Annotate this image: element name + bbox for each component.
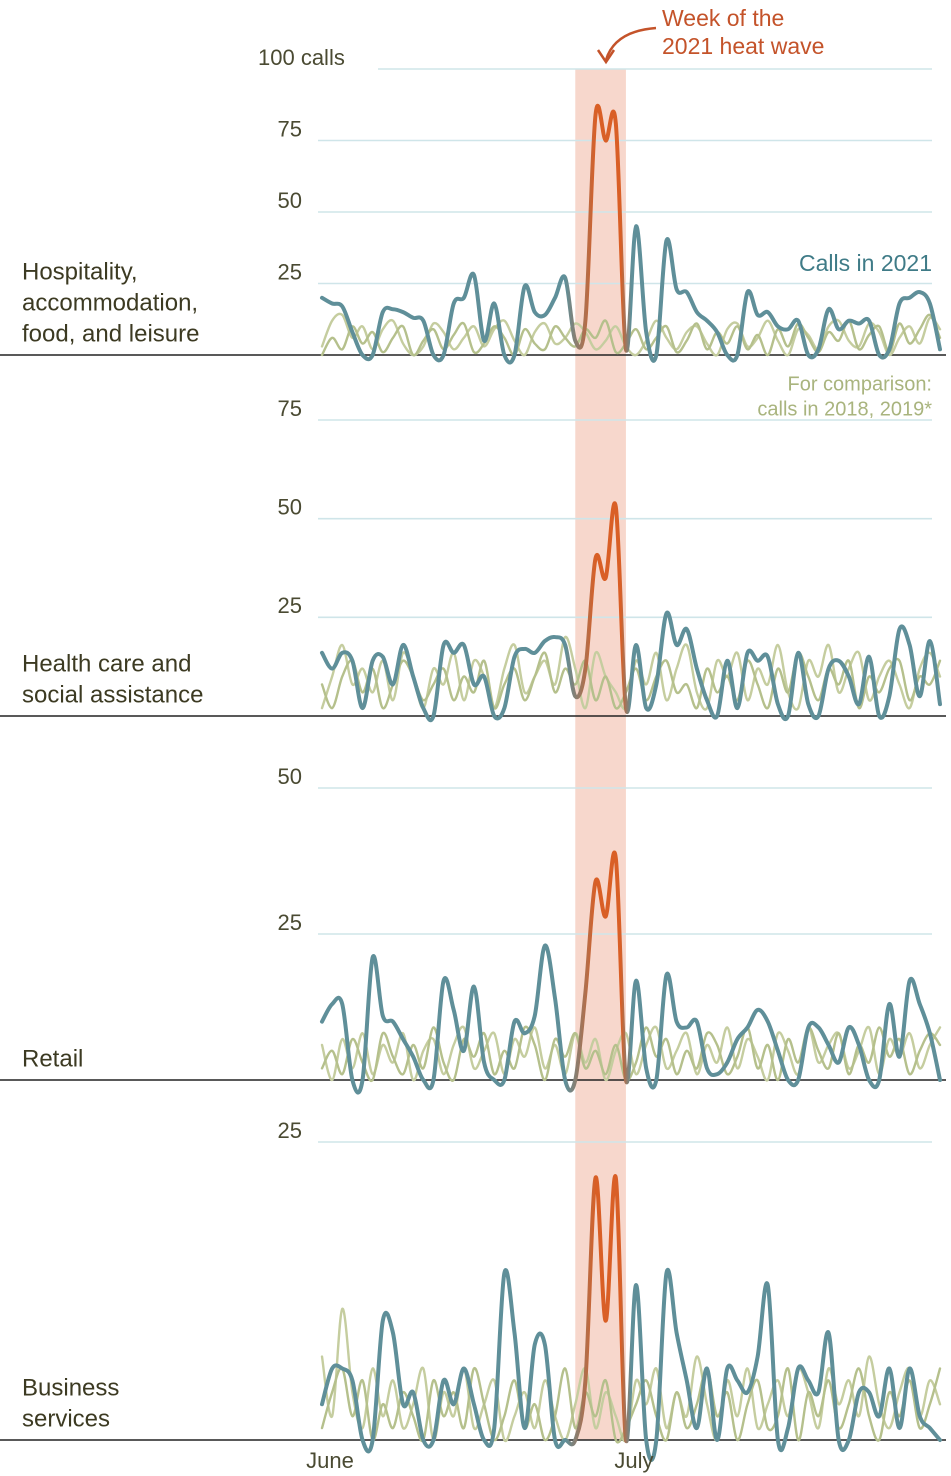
- grid-layer: [0, 68, 946, 1441]
- x-tick-label: July: [614, 1448, 653, 1473]
- y-tick-label: 25: [278, 910, 302, 935]
- x-tick-label: June: [306, 1448, 354, 1473]
- panel-label: social assistance: [22, 681, 203, 708]
- comparison-label: calls in 2018, 2019*: [757, 398, 932, 420]
- annotation-arrowhead: [596, 49, 616, 65]
- line-comparison: [320, 1025, 942, 1083]
- y-tick-label: 50: [278, 494, 302, 519]
- line-comparison: [320, 313, 942, 357]
- line-comparison: [320, 312, 942, 357]
- y-tick-label: 100 calls: [258, 45, 345, 70]
- panel-label: accommodation,: [22, 289, 198, 316]
- y-tick-label: 25: [278, 259, 302, 284]
- y-tick-label: 75: [278, 116, 302, 141]
- text-layer: 25 50 75 100 calls Hospitality, accommodation…: [22, 5, 932, 1473]
- y-tick-label: 50: [278, 764, 302, 789]
- panel-label: services: [22, 1405, 110, 1432]
- comparison-label: For comparison:: [788, 373, 933, 395]
- y-tick-label: 50: [278, 188, 302, 213]
- panel-label: Business: [22, 1374, 119, 1401]
- line-2021: [320, 103, 942, 365]
- panel-label: Hospitality,: [22, 258, 138, 285]
- y-tick-label: 75: [278, 396, 302, 421]
- heat-wave-label: Week of the: [662, 5, 784, 31]
- annotation-arrow: [604, 26, 657, 61]
- line-2021: [320, 501, 942, 723]
- line-2021: [320, 850, 942, 1095]
- line-2021: [320, 1174, 942, 1463]
- series-label: Calls in 2021: [799, 250, 932, 276]
- panel-label: Health care and: [22, 650, 191, 677]
- panel-label: Retail: [22, 1045, 83, 1072]
- heat-wave-label: 2021 heat wave: [662, 33, 824, 59]
- y-tick-label: 25: [278, 1118, 302, 1143]
- panel-label: food, and leisure: [22, 320, 199, 347]
- line-layer: [320, 103, 942, 1463]
- y-tick-label: 25: [278, 593, 302, 618]
